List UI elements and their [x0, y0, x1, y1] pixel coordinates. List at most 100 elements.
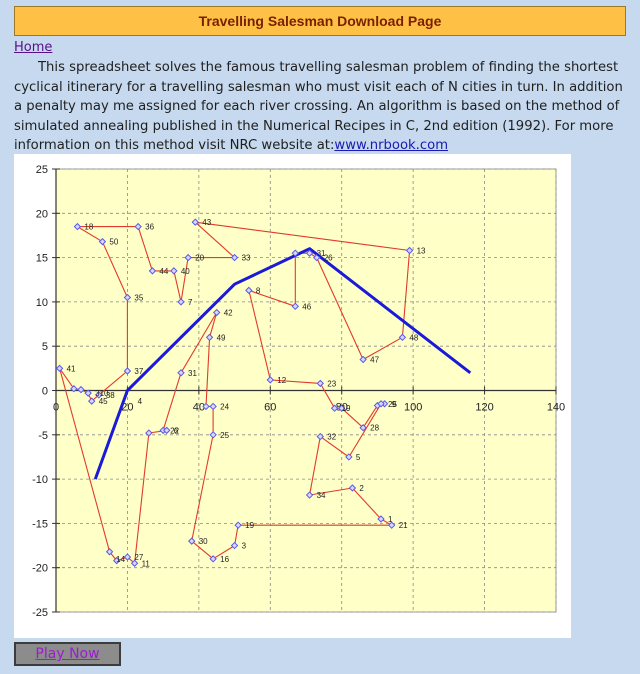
- city-marker: [305, 249, 314, 257]
- x-tick-label: 140: [547, 402, 565, 414]
- city-label: 24: [220, 402, 229, 411]
- city-marker: [291, 249, 299, 257]
- city-marker: [145, 429, 153, 437]
- city-label: 3: [242, 542, 247, 551]
- city-label: 19: [342, 404, 351, 413]
- city-label: 25: [220, 431, 229, 440]
- city-label: 34: [317, 491, 326, 500]
- city-marker: [84, 389, 92, 397]
- city-marker: [70, 385, 78, 393]
- city-label: 5: [356, 453, 361, 462]
- y-tick-label: 10: [36, 297, 48, 309]
- city-marker: [266, 376, 274, 384]
- city-label: 7: [188, 298, 193, 307]
- tour-chart-svg: 2520151050-5-10-15-20-250204060801001201…: [32, 164, 565, 619]
- city-label: 8: [256, 286, 261, 295]
- city-label: 16: [220, 555, 229, 564]
- city-label: 4: [138, 397, 143, 406]
- page-banner: Travelling Salesman Download Page: [14, 6, 626, 36]
- y-tick-label: 0: [42, 386, 48, 398]
- city-marker: [77, 385, 85, 394]
- city-marker: [163, 426, 171, 435]
- city-marker: [209, 555, 217, 563]
- city-label: 33: [242, 254, 251, 263]
- city-marker: [177, 298, 185, 306]
- city-marker: [388, 521, 396, 529]
- home-link[interactable]: Home: [14, 40, 53, 55]
- city-marker: [188, 537, 196, 545]
- city-label: 43: [202, 218, 211, 227]
- city-marker: [209, 402, 217, 411]
- city-marker: [245, 286, 253, 295]
- city-label: 9: [392, 400, 397, 409]
- city-marker: [377, 400, 385, 408]
- city-marker: [105, 548, 114, 556]
- city-marker: [123, 553, 132, 561]
- y-tick-label: -5: [38, 430, 48, 442]
- city-marker: [398, 333, 407, 342]
- city-label: 32: [327, 433, 336, 442]
- city-marker: [330, 404, 339, 412]
- intro-paragraph: This spreadsheet solves the famous trave…: [14, 58, 628, 156]
- city-marker: [213, 308, 221, 317]
- city-label: 50: [109, 238, 118, 247]
- city-marker: [170, 267, 178, 275]
- city-label: 18: [84, 223, 93, 232]
- city-label: 35: [134, 293, 143, 302]
- page-title: Travelling Salesman Download Page: [198, 13, 442, 29]
- city-marker: [234, 521, 242, 529]
- y-tick-label: -15: [32, 518, 48, 530]
- city-marker: [345, 453, 353, 461]
- city-label: 45: [99, 397, 108, 406]
- city-label: 36: [145, 223, 154, 232]
- city-marker: [313, 253, 321, 262]
- city-marker: [95, 391, 103, 399]
- city-label: 47: [370, 355, 379, 364]
- city-marker: [359, 355, 367, 364]
- city-marker: [202, 402, 210, 411]
- y-tick-label: 5: [42, 341, 48, 353]
- city-label: 12: [277, 376, 286, 385]
- play-now-button[interactable]: Play Now: [14, 642, 121, 666]
- city-marker: [148, 267, 157, 275]
- city-label: 38: [106, 391, 115, 400]
- city-marker: [134, 222, 142, 231]
- tour-chart: 2520151050-5-10-15-20-250204060801001201…: [14, 154, 571, 638]
- city-marker: [230, 541, 239, 550]
- city-marker: [405, 246, 414, 255]
- city-marker: [123, 293, 132, 302]
- city-label: 48: [409, 333, 418, 342]
- city-marker: [209, 431, 217, 439]
- city-label: 14: [116, 555, 125, 564]
- city-marker: [113, 556, 121, 565]
- city-label: 21: [399, 521, 408, 530]
- city-label: 46: [302, 302, 311, 311]
- city-marker: [305, 491, 314, 499]
- x-tick-label: 120: [475, 402, 493, 414]
- city-marker: [130, 559, 139, 567]
- city-label: 13: [417, 247, 426, 256]
- city-label: 23: [327, 379, 336, 388]
- y-tick-label: 20: [36, 208, 48, 220]
- city-marker: [73, 222, 82, 231]
- city-label: 11: [142, 559, 151, 568]
- city-label: 41: [67, 364, 76, 373]
- city-label: 26: [324, 254, 333, 263]
- intro-text: This spreadsheet solves the famous trave…: [14, 60, 623, 153]
- y-tick-label: -10: [32, 474, 48, 486]
- city-marker: [55, 364, 64, 373]
- nrbook-link[interactable]: www.nrbook.com: [334, 138, 449, 153]
- city-label: 31: [188, 369, 197, 378]
- city-label: 40: [181, 267, 190, 276]
- city-label: 310: [95, 389, 109, 398]
- city-label: 27: [134, 553, 143, 562]
- city-label: 44: [159, 267, 168, 276]
- city-label: 2: [359, 484, 364, 493]
- y-tick-label: -25: [32, 607, 48, 619]
- y-tick-label: -20: [32, 563, 48, 575]
- city-label: 31: [317, 249, 326, 258]
- city-label: 25: [388, 400, 397, 409]
- city-marker: [191, 218, 199, 226]
- city-marker: [359, 424, 367, 432]
- city-marker: [184, 253, 192, 262]
